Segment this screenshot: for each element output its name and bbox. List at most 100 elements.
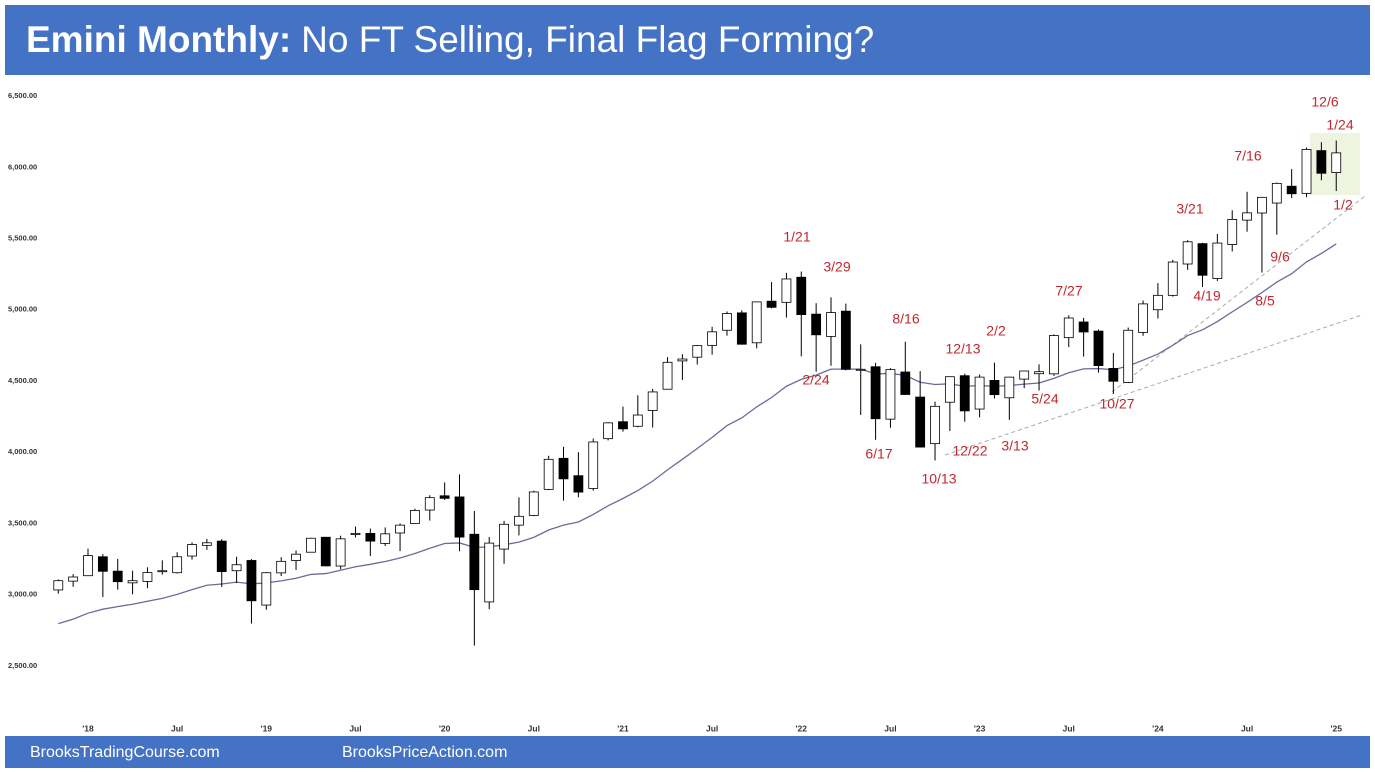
annotation: 2/24 [802,372,829,388]
y-tick-label: 6,000.00 [8,162,37,171]
annotation: 4/19 [1193,288,1220,304]
x-tick-label: '25 [1330,723,1342,733]
candle-body [974,376,985,410]
annotation: 9/6 [1270,249,1290,265]
candle-body [751,301,762,344]
candle-body [855,368,866,371]
annotation: 6/17 [865,446,892,462]
candle-body [915,396,926,448]
y-tick-label: 5,500.00 [8,233,37,242]
candle-body [276,560,287,574]
title-bar [5,5,1370,75]
candle-body [1242,212,1252,221]
annotation: 5/24 [1031,391,1058,407]
candle-body [1257,196,1267,214]
x-tick-label: Jul [528,723,540,733]
x-tick-label: '23 [974,723,986,733]
candle-body [97,556,108,572]
x-tick-label: '20 [439,723,451,733]
candle-body [83,555,93,577]
footer-bar [5,736,1370,768]
annotation: 8/5 [1255,293,1275,309]
candle-body [1331,152,1342,173]
candle-body [930,405,940,445]
candle-body [618,421,628,430]
candle-body [1301,149,1312,194]
candle-body [766,300,777,308]
x-tick-label: '24 [1152,723,1164,733]
candle-body [796,276,807,315]
candle-body [1167,261,1178,296]
candle-body [632,414,643,427]
annotation: 7/27 [1055,283,1082,299]
candle-body [231,564,242,572]
candle-body [811,313,822,336]
annotation: 12/13 [945,341,980,357]
candle-body [350,533,361,535]
x-tick-label: Jul [171,723,183,733]
candle-body [707,331,718,346]
annotation: 1/24 [1326,117,1353,133]
candle-body [603,422,613,440]
y-tick-label: 4,500.00 [8,376,37,385]
candle-body [68,576,79,582]
annotation: 3/13 [1001,438,1028,454]
candle-body [1138,303,1148,333]
candle-body [1197,243,1208,276]
candle-body [484,542,495,603]
candle-body [172,556,183,574]
x-tick-label: '18 [82,723,94,733]
candle-body [781,278,792,303]
candle-body [1049,335,1059,375]
candle-body [944,376,955,403]
y-tick-label: 2,500.00 [8,661,37,670]
candle-body [959,375,970,412]
x-tick-label: '22 [796,723,808,733]
candle-body [1153,294,1163,311]
candle-body [246,560,257,602]
footer-text: BrooksTradingCourse.com [30,744,220,761]
x-tick-label: Jul [1063,723,1075,733]
y-tick-label: 6,500.00 [8,91,37,100]
candle-body [365,533,376,542]
candle-body [395,524,405,534]
x-tick-label: Jul [706,723,718,733]
candle-body [558,457,569,480]
candle-body [1271,182,1282,204]
annotation: 12/6 [1311,94,1338,110]
candle-body [1063,317,1074,339]
candle-body [439,495,450,499]
annotation: 3/29 [823,259,850,275]
candle-body [900,371,911,395]
candle-body [1286,185,1297,195]
y-tick-label: 5,000.00 [8,305,37,314]
candle-body [870,366,881,420]
candle-body [647,391,658,411]
candle-body [201,542,212,546]
candle-body [424,497,435,511]
x-tick-label: '21 [617,723,629,733]
trend-line [1111,195,1366,393]
candle-body [320,536,331,567]
y-tick-label: 3,000.00 [8,590,37,599]
candle-body [840,310,851,370]
candle-body [1227,219,1238,245]
x-tick-label: '19 [261,723,273,733]
candle-body [53,580,64,591]
chart-title: No FT Selling, Final Flag Forming? [301,19,874,60]
chart-title-bold: Emini Monthly: [26,19,291,60]
candle-body [1093,330,1104,366]
candle-body [291,553,301,561]
annotation: 1/2 [1333,197,1353,213]
candle-body [588,441,599,489]
candle-body [1034,371,1044,375]
candle-body [514,515,524,526]
trend-line [944,314,1363,456]
candle-body [127,580,138,584]
candle-body [112,570,123,583]
candle-body [1108,368,1119,382]
candle-body [187,544,197,557]
candle-body [157,570,168,573]
title-group: Emini Monthly: No FT Selling, Final Flag … [26,19,874,60]
